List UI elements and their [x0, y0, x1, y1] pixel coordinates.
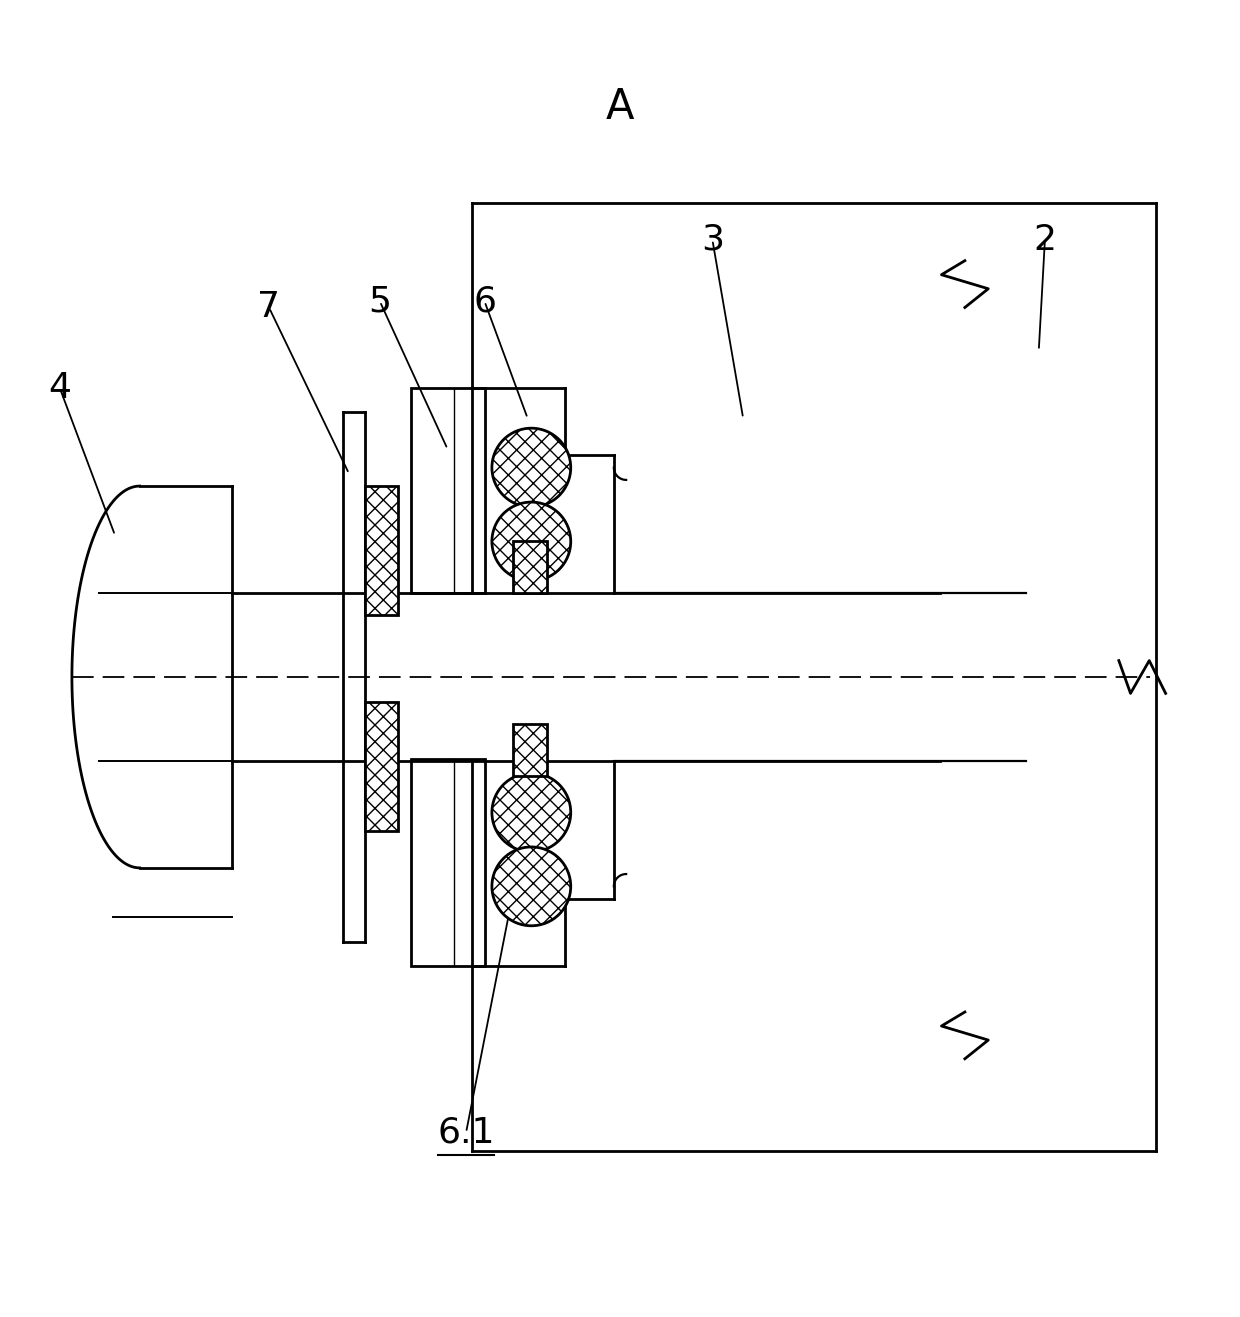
Text: 7: 7 — [258, 291, 280, 324]
Circle shape — [492, 502, 570, 581]
Circle shape — [492, 773, 570, 852]
Bar — [513, 724, 547, 776]
Text: 5: 5 — [368, 284, 392, 319]
Bar — [410, 760, 485, 967]
Text: 4: 4 — [48, 370, 71, 404]
Bar — [513, 541, 547, 593]
Text: 3: 3 — [701, 223, 724, 257]
Text: 6: 6 — [472, 284, 496, 319]
Bar — [365, 702, 398, 831]
Text: 6.1: 6.1 — [438, 1115, 495, 1150]
Text: 2: 2 — [1033, 223, 1056, 257]
Text: A: A — [606, 86, 634, 128]
Circle shape — [492, 428, 570, 507]
Circle shape — [492, 847, 570, 926]
Bar — [410, 387, 485, 593]
Bar — [365, 486, 398, 615]
